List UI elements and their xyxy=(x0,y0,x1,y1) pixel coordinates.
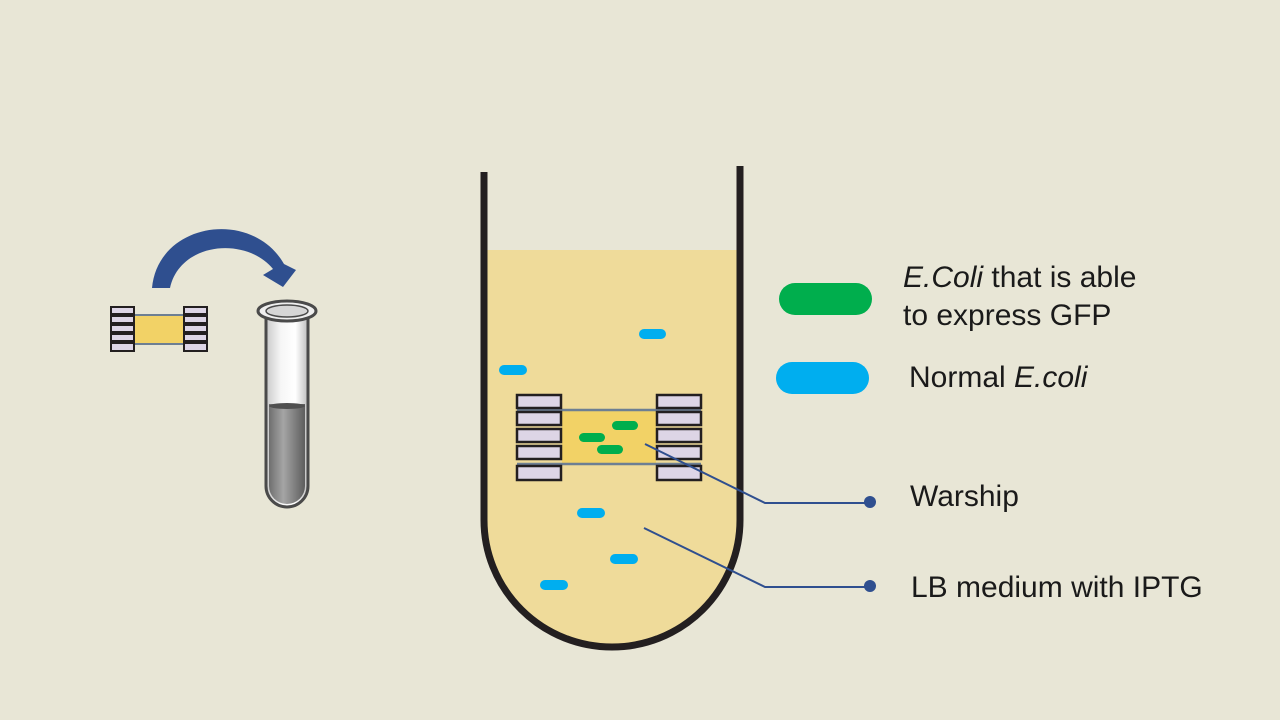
gfp-ecoli xyxy=(579,433,605,442)
small-warship-float-right xyxy=(183,306,208,352)
test-tube xyxy=(256,299,318,509)
normal-ecoli xyxy=(639,329,666,339)
warship-leader-dot xyxy=(864,496,876,508)
normal-ecoli xyxy=(577,508,605,518)
legend-gfp-line1: that is able xyxy=(983,261,1137,294)
warship-core xyxy=(562,410,656,464)
curved-arrow-icon xyxy=(152,229,296,288)
test-tube-liquid-surface xyxy=(269,403,305,409)
medium-label: LB medium with IPTG xyxy=(911,571,1203,604)
medium-leader xyxy=(643,527,876,592)
warship-label: Warship xyxy=(910,480,1019,513)
legend-normal-swatch xyxy=(776,362,869,394)
medium-leader-dot xyxy=(864,580,876,592)
legend-gfp-label: E.Coli that is able to express GFP xyxy=(903,259,1136,335)
legend-normal-label: Normal E.coli xyxy=(909,359,1087,397)
normal-ecoli xyxy=(610,554,638,564)
legend-normal-italic: E.coli xyxy=(1014,361,1088,394)
gfp-ecoli xyxy=(612,421,638,430)
test-tube-liquid xyxy=(269,404,305,504)
normal-ecoli-group xyxy=(499,329,666,590)
legend-normal-plain: Normal xyxy=(909,361,1015,394)
normal-ecoli xyxy=(540,580,568,590)
legend-gfp-line2: to express GFP xyxy=(903,299,1112,332)
legend-gfp-swatch xyxy=(779,283,872,315)
warship-float-left xyxy=(515,393,563,482)
small-warship-float-left xyxy=(110,306,135,352)
normal-ecoli xyxy=(499,365,527,375)
legend-gfp-italic: E.Coli xyxy=(903,261,984,294)
container-wall xyxy=(480,166,744,651)
small-warship-core xyxy=(134,316,184,343)
warship-leader xyxy=(644,443,876,508)
gfp-ecoli xyxy=(597,445,623,454)
gfp-ecoli-group xyxy=(579,421,638,454)
small-warship xyxy=(110,306,208,352)
